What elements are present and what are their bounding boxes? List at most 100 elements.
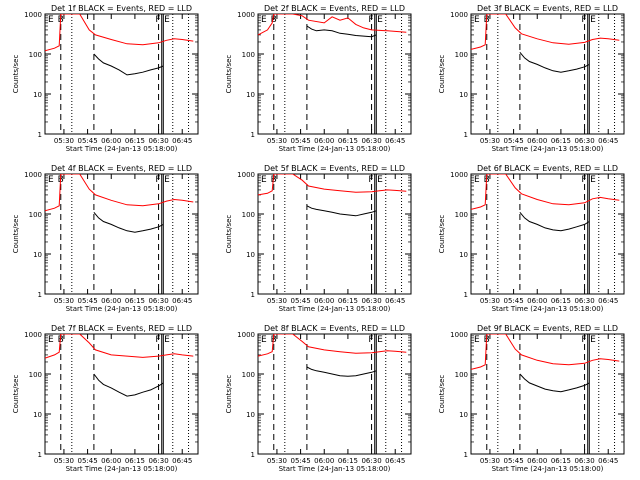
y-tick-label: 10 bbox=[33, 411, 42, 419]
chart-panel: Det 4f BLACK = Events, RED = LLDEBFE1101… bbox=[12, 164, 199, 313]
event-marker-label: E bbox=[474, 175, 480, 185]
y-tick-label: 1 bbox=[251, 451, 255, 459]
x-tick-label: 06:15 bbox=[125, 457, 145, 465]
event-marker-label: E bbox=[474, 15, 480, 25]
x-tick-label: 06:30 bbox=[574, 137, 594, 145]
y-tick-label: 1000 bbox=[24, 171, 42, 179]
event-marker-label: F bbox=[581, 15, 586, 25]
x-tick-label: 06:45 bbox=[385, 137, 405, 145]
y-axis-label: Counts/sec bbox=[12, 55, 20, 94]
y-tick-label: 10 bbox=[246, 251, 255, 259]
lld-series-line bbox=[258, 334, 407, 357]
y-tick-label: 10 bbox=[33, 251, 42, 259]
x-tick-label: 06:00 bbox=[527, 457, 547, 465]
chart-panel: Det 2f BLACK = Events, RED = LLDEBFE1101… bbox=[225, 4, 412, 153]
x-tick-label: 05:45 bbox=[290, 457, 310, 465]
x-tick-label: 06:00 bbox=[527, 297, 547, 305]
x-tick-label: 05:45 bbox=[77, 297, 97, 305]
y-tick-label: 1000 bbox=[450, 171, 468, 179]
chart-title: Det 7f BLACK = Events, RED = LLD bbox=[51, 324, 192, 333]
lld-series-line bbox=[258, 14, 407, 36]
event-marker-label: E bbox=[164, 15, 170, 25]
y-tick-label: 10 bbox=[459, 411, 468, 419]
y-axis-label: Counts/sec bbox=[438, 375, 446, 414]
events-series-line bbox=[306, 25, 377, 38]
event-marker-label: E bbox=[48, 15, 54, 25]
event-marker-label: F bbox=[368, 335, 373, 345]
lld-series-line bbox=[258, 174, 407, 196]
chart-panel: Det 5f BLACK = Events, RED = LLDEBFE1101… bbox=[225, 164, 412, 313]
x-tick-label: 06:45 bbox=[598, 457, 618, 465]
y-tick-label: 1000 bbox=[237, 171, 255, 179]
events-series-line bbox=[93, 211, 164, 233]
x-tick-label: 06:00 bbox=[314, 457, 334, 465]
events-series-line bbox=[93, 373, 164, 397]
x-tick-label: 05:45 bbox=[77, 137, 97, 145]
chart-panel: Det 9f BLACK = Events, RED = LLDEBFE1101… bbox=[438, 324, 625, 473]
lld-series-line bbox=[45, 174, 194, 212]
event-marker-label: E bbox=[377, 15, 383, 25]
event-marker-label: F bbox=[368, 15, 373, 25]
y-tick-label: 10 bbox=[246, 91, 255, 99]
y-tick-label: 100 bbox=[29, 211, 42, 219]
chart-title: Det 3f BLACK = Events, RED = LLD bbox=[477, 4, 618, 13]
events-series-line bbox=[519, 51, 590, 73]
x-tick-label: 06:30 bbox=[148, 457, 168, 465]
event-marker-label: E bbox=[261, 335, 267, 345]
y-tick-label: 1 bbox=[251, 291, 255, 299]
plot-frame bbox=[470, 173, 625, 295]
plot-frame bbox=[257, 333, 412, 455]
x-tick-label: 06:00 bbox=[101, 297, 121, 305]
events-series-line bbox=[519, 211, 590, 232]
x-tick-label: 06:45 bbox=[385, 457, 405, 465]
y-axis-label: Counts/sec bbox=[225, 55, 233, 94]
x-tick-label: 05:45 bbox=[290, 297, 310, 305]
x-tick-label: 06:15 bbox=[551, 137, 571, 145]
x-tick-label: 06:00 bbox=[101, 137, 121, 145]
x-tick-label: 06:30 bbox=[574, 457, 594, 465]
x-tick-label: 05:30 bbox=[480, 457, 500, 465]
x-tick-label: 06:45 bbox=[172, 297, 192, 305]
chart-panel: Det 1f BLACK = Events, RED = LLDEBFE1101… bbox=[12, 4, 199, 153]
y-tick-label: 1000 bbox=[237, 331, 255, 339]
event-marker-label: E bbox=[474, 335, 480, 345]
y-tick-label: 100 bbox=[455, 211, 468, 219]
event-marker-label: F bbox=[155, 335, 160, 345]
plot-frame bbox=[44, 333, 199, 455]
x-tick-label: 06:45 bbox=[598, 137, 618, 145]
y-tick-label: 1000 bbox=[237, 11, 255, 19]
x-tick-label: 06:30 bbox=[361, 457, 381, 465]
x-axis-label: Start Time (24-Jan-13 05:18:00) bbox=[279, 465, 391, 473]
x-tick-label: 05:30 bbox=[267, 297, 287, 305]
plot-frame bbox=[44, 173, 199, 295]
y-tick-label: 1000 bbox=[24, 11, 42, 19]
event-marker-label: E bbox=[48, 335, 54, 345]
event-marker-label: F bbox=[368, 175, 373, 185]
x-axis-label: Start Time (24-Jan-13 05:18:00) bbox=[66, 305, 178, 313]
y-axis-label: Counts/sec bbox=[12, 375, 20, 414]
x-tick-label: 05:45 bbox=[290, 137, 310, 145]
event-marker-label: E bbox=[261, 15, 267, 25]
y-tick-label: 1000 bbox=[450, 331, 468, 339]
event-marker-label: E bbox=[590, 335, 596, 345]
y-tick-label: 100 bbox=[455, 51, 468, 59]
y-tick-label: 1 bbox=[38, 291, 42, 299]
event-marker-label: E bbox=[377, 175, 383, 185]
y-tick-label: 100 bbox=[242, 371, 255, 379]
plot-frame bbox=[44, 13, 199, 135]
lld-series-line bbox=[471, 174, 620, 210]
event-marker-label: E bbox=[590, 15, 596, 25]
y-tick-label: 1 bbox=[251, 131, 255, 139]
x-tick-label: 05:45 bbox=[503, 137, 523, 145]
x-tick-label: 06:45 bbox=[385, 297, 405, 305]
y-tick-label: 1 bbox=[38, 451, 42, 459]
event-marker-label: F bbox=[581, 335, 586, 345]
plot-frame bbox=[470, 13, 625, 135]
x-tick-label: 06:15 bbox=[551, 297, 571, 305]
chart-title: Det 4f BLACK = Events, RED = LLD bbox=[51, 164, 192, 173]
plot-frame bbox=[257, 173, 412, 295]
x-tick-label: 06:30 bbox=[148, 137, 168, 145]
chart-title: Det 2f BLACK = Events, RED = LLD bbox=[264, 4, 405, 13]
y-tick-label: 1 bbox=[464, 131, 468, 139]
